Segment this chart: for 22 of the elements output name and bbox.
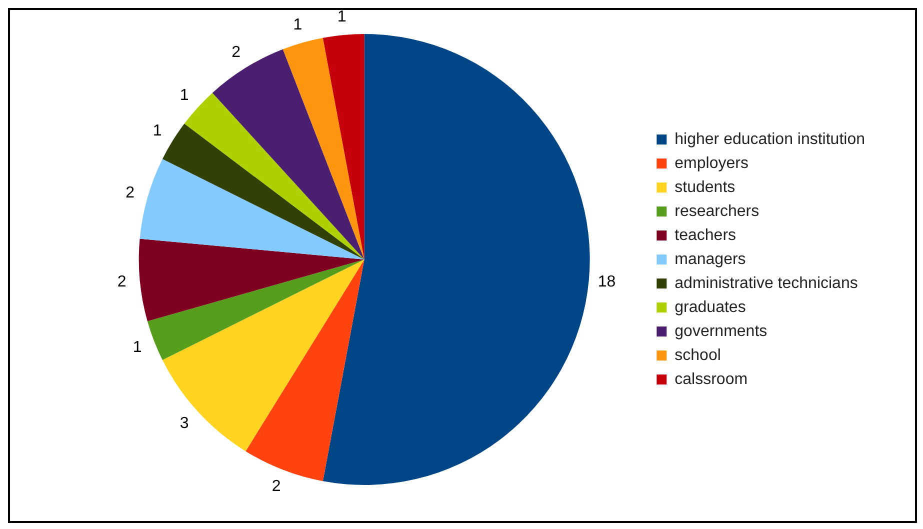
legend-label: teachers bbox=[674, 226, 736, 244]
legend-label: researchers bbox=[674, 202, 760, 220]
legend-label: graduates bbox=[674, 298, 746, 316]
legend-label: governments bbox=[674, 322, 768, 340]
data-label: 2 bbox=[126, 184, 135, 202]
legend-label: employers bbox=[674, 154, 748, 172]
data-label: 2 bbox=[232, 44, 241, 61]
legend-label: school bbox=[674, 346, 721, 364]
legend-label: administrative technicians bbox=[674, 274, 858, 292]
data-label: 1 bbox=[293, 16, 302, 34]
data-label: 2 bbox=[117, 273, 126, 290]
data-label: 18 bbox=[598, 273, 616, 290]
data-label: 3 bbox=[180, 414, 189, 432]
data-label: 1 bbox=[152, 122, 162, 140]
data-label: 1 bbox=[132, 338, 142, 356]
legend-label: students bbox=[674, 178, 736, 196]
legend-label: higher education institution bbox=[674, 130, 866, 148]
data-label: 1 bbox=[180, 86, 189, 104]
legend-label: calssroom bbox=[674, 370, 748, 388]
data-label: 2 bbox=[272, 478, 281, 495]
data-label: 1 bbox=[337, 8, 346, 26]
legend-label: managers bbox=[674, 250, 746, 268]
